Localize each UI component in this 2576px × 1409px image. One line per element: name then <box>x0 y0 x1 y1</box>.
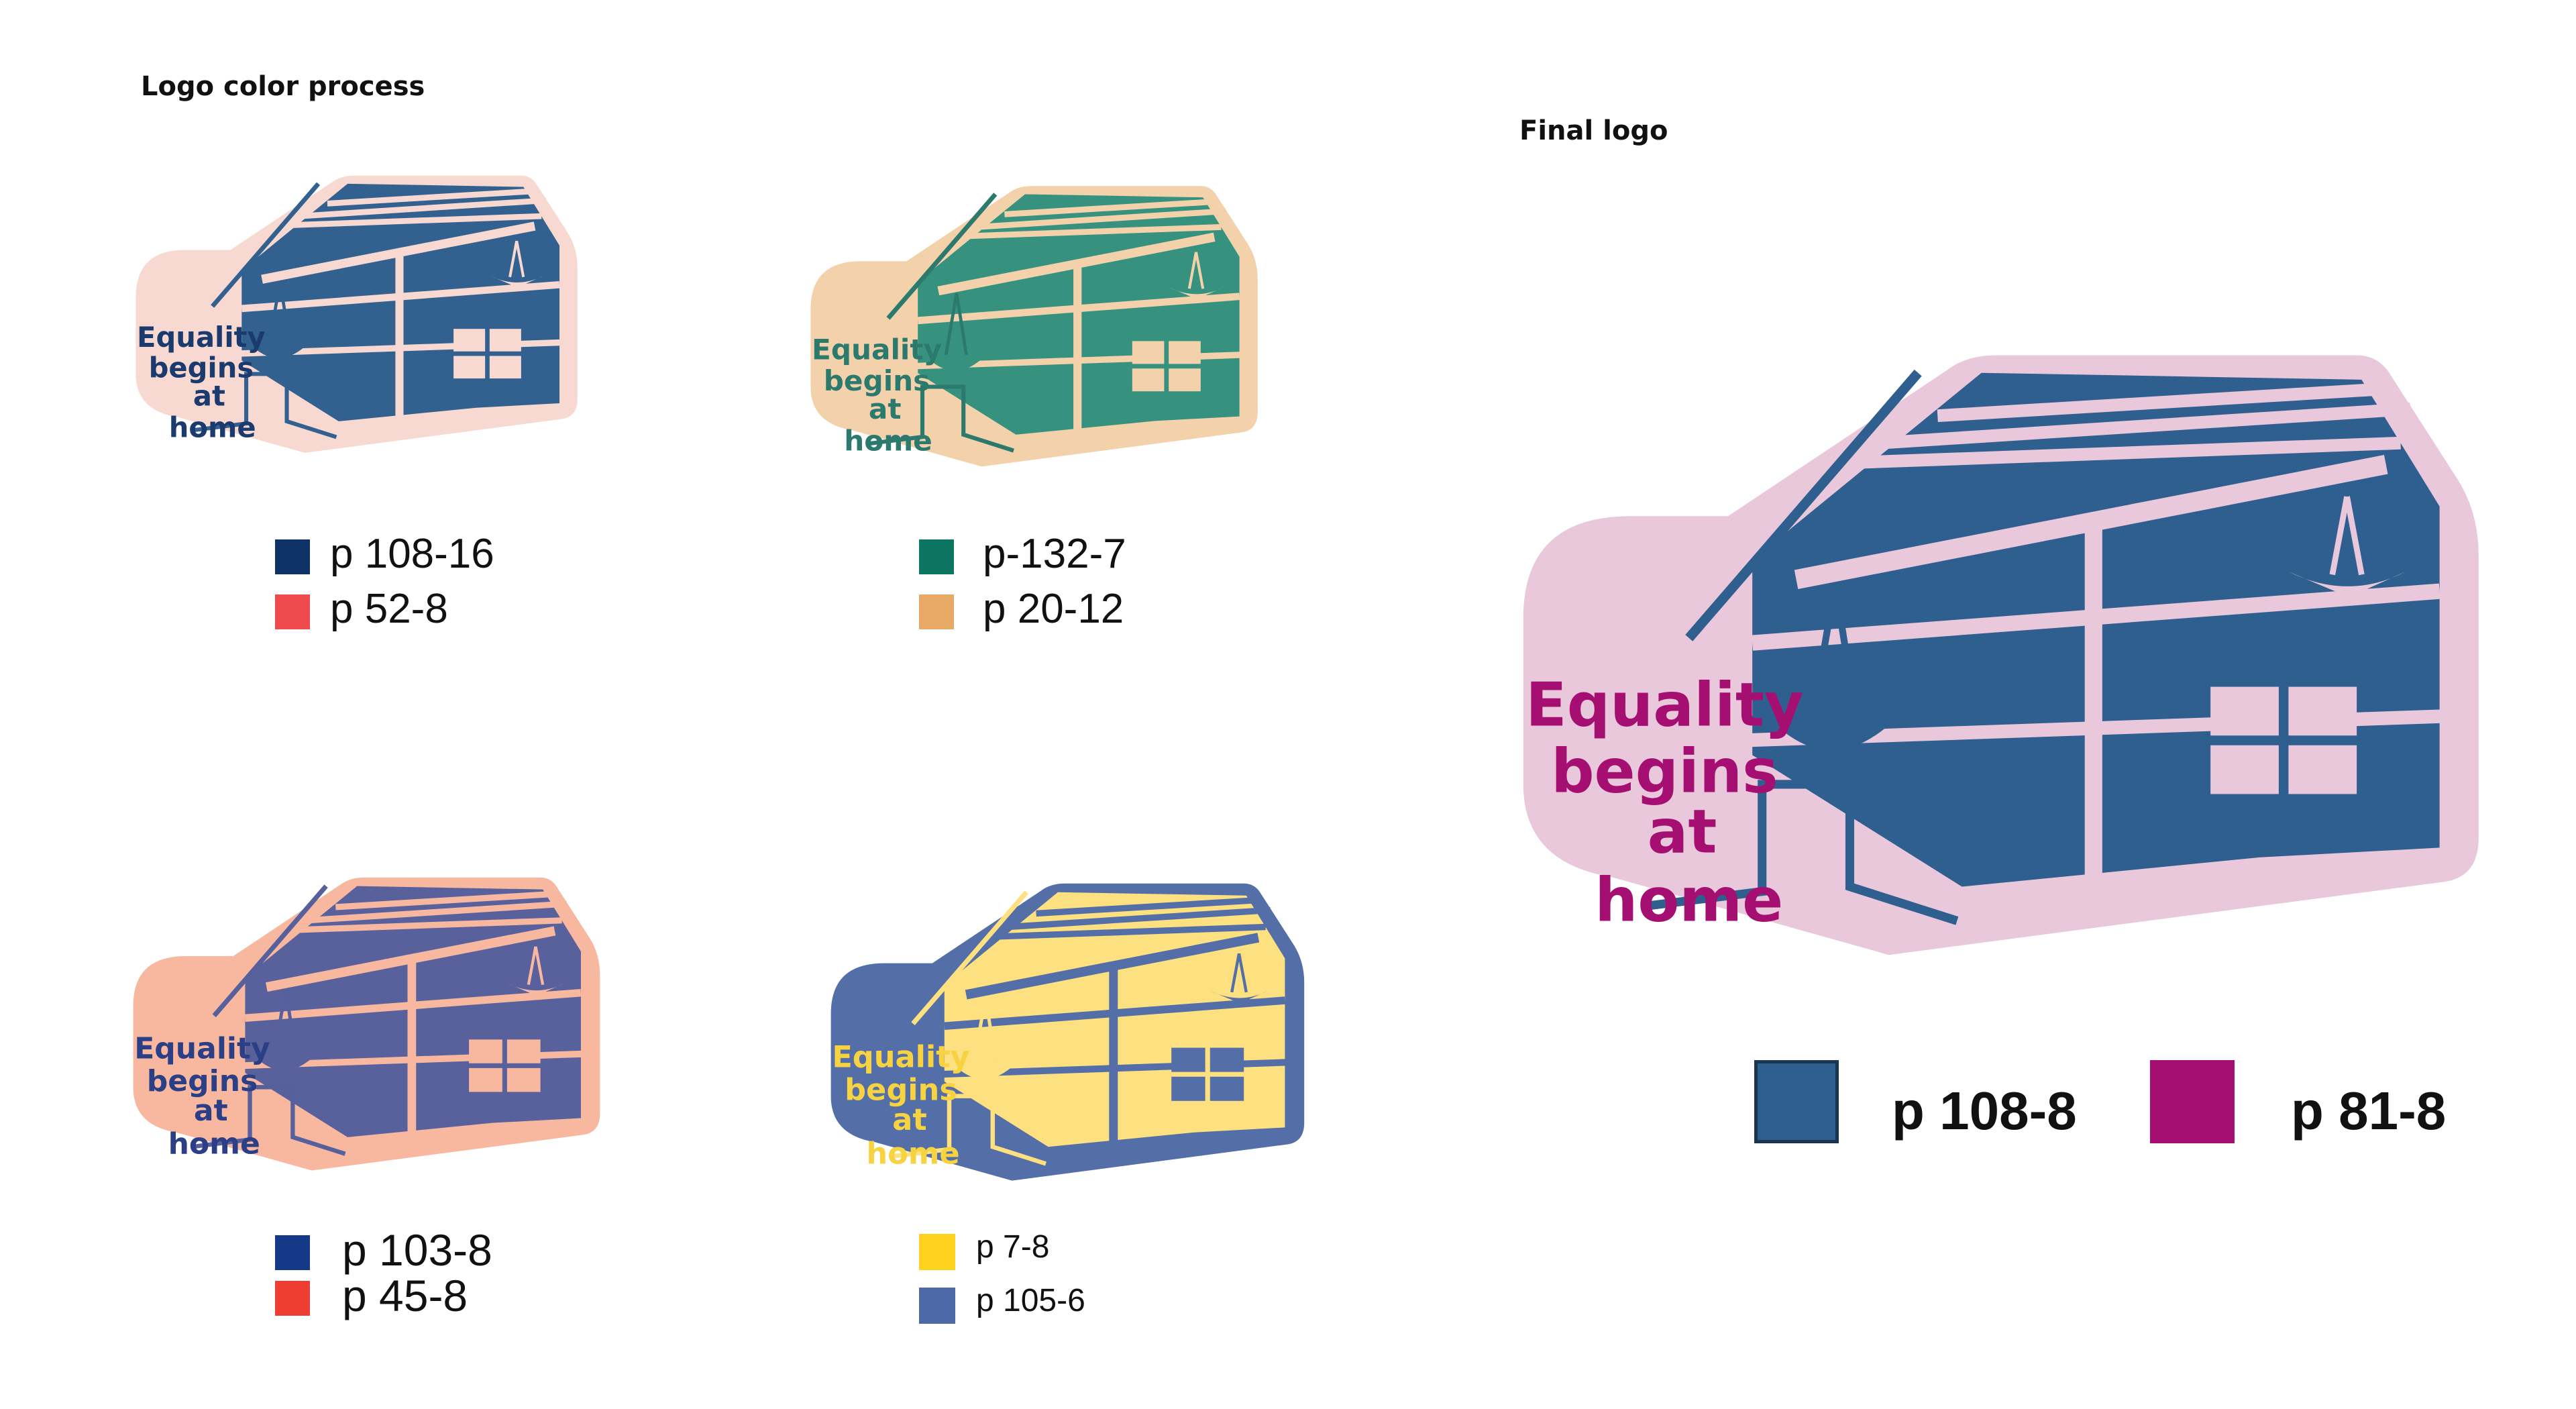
scale-right-icon <box>1210 953 1269 1004</box>
logo-motto: Equality begins at home <box>812 333 942 458</box>
legend-item: p 20-12 <box>919 588 1187 630</box>
legend-item: p 105-6 <box>919 1283 1187 1324</box>
roof-edge-line <box>212 884 328 1018</box>
roof-stripes <box>294 891 567 933</box>
logo-motto: Equality begins at home <box>134 1032 270 1161</box>
legend-item: p 81-8 <box>2150 1060 2499 1147</box>
scale-left-icon <box>951 996 1017 1080</box>
logo-variant-3: Equality begins at home <box>131 871 607 1180</box>
motto-line-4: home <box>1595 865 1783 935</box>
motto-line-2: begins <box>1551 737 1778 807</box>
legend-variant-1: p 108-16 p 52-8 <box>275 533 543 647</box>
color-swatch <box>275 594 310 629</box>
roof-edge-line <box>211 182 321 308</box>
motto-line-3: at <box>1648 797 1717 868</box>
color-swatch <box>919 594 954 629</box>
door-outline <box>891 1094 1046 1166</box>
legend-item: p 45-8 <box>275 1273 543 1318</box>
house-window <box>1170 1047 1245 1102</box>
pantone-code-label: p 81-8 <box>2291 1081 2447 1141</box>
color-swatch <box>1754 1060 1839 1143</box>
roof-edge-line <box>1685 369 1922 641</box>
pantone-code-label: p 7-8 <box>976 1229 1050 1265</box>
logo-motto: Equality begins at home <box>1525 670 1803 936</box>
scale-left-icon <box>924 293 987 371</box>
color-swatch <box>275 1235 310 1270</box>
door-outline <box>1644 780 1959 925</box>
motto-line-1: Equality <box>137 321 266 354</box>
motto-line-1: Equality <box>134 1032 270 1066</box>
scale-right-icon <box>1169 252 1224 299</box>
color-swatch <box>275 539 310 574</box>
motto-line-2: begins <box>149 352 254 384</box>
scale-right-icon <box>506 946 565 996</box>
color-swatch <box>919 1234 955 1270</box>
roof-edge-line <box>886 193 998 320</box>
legend-variant-2: p-132-7 p 20-12 <box>919 533 1187 647</box>
motto-line-3: at <box>892 1102 926 1137</box>
door-outline <box>192 372 337 439</box>
pantone-code-label: p 105-6 <box>976 1283 1085 1318</box>
color-swatch <box>2150 1060 2235 1143</box>
logo-color-process-heading: Logo color process <box>141 71 425 102</box>
motto-line-1: Equality <box>812 333 942 366</box>
logo-motto: Equality begins at home <box>137 321 266 443</box>
pantone-code-label: p-132-7 <box>983 531 1126 577</box>
pantone-code-label: p 103-8 <box>342 1225 492 1275</box>
legend-item: p 108-8 <box>1754 1060 2103 1147</box>
final-logo: Equality begins at home <box>1516 346 2496 970</box>
roof-edge-line <box>911 890 1028 1025</box>
legend-item: p 52-8 <box>275 588 543 630</box>
motto-line-3: at <box>193 379 225 412</box>
door-outline <box>867 384 1014 453</box>
color-swatch <box>275 1281 310 1316</box>
logo-motto: Equality begins at home <box>832 1039 969 1171</box>
pantone-code-label: p 20-12 <box>983 586 1124 632</box>
motto-line-3: at <box>194 1094 228 1128</box>
roof-stripes <box>995 897 1271 940</box>
roof-stripes <box>965 199 1226 240</box>
scale-right-icon <box>2288 496 2406 597</box>
scale-left-icon <box>1766 584 1899 751</box>
house-window <box>468 1038 542 1093</box>
pantone-code-label: p 45-8 <box>342 1271 468 1320</box>
scale-right-icon <box>489 240 544 288</box>
legend-item: p-132-7 <box>919 533 1187 575</box>
legend-variant-4: p 7-8 p 105-6 <box>919 1231 1187 1339</box>
color-swatch <box>919 1288 955 1324</box>
house-window <box>1131 340 1202 393</box>
logo-variant-4: Equality begins at home <box>828 876 1311 1191</box>
scale-left-icon <box>248 281 310 358</box>
final-logo-heading: Final logo <box>1519 115 1668 146</box>
legend-final: p 108-8 p 81-8 <box>1754 1060 2492 1147</box>
motto-line-3: at <box>869 393 902 425</box>
legend-item: p 108-16 <box>275 533 543 575</box>
roof-stripes <box>1854 382 2411 469</box>
logo-variant-1: Equality begins at home <box>131 171 587 460</box>
logo-variant-2: Equality begins at home <box>808 180 1265 475</box>
house-window <box>2208 684 2359 796</box>
motto-line-4: home <box>168 1127 260 1161</box>
legend-item: p 7-8 <box>919 1229 1187 1270</box>
door-outline <box>192 1085 346 1156</box>
color-swatch <box>919 539 954 574</box>
pantone-code-label: p 108-16 <box>330 531 494 577</box>
motto-line-4: home <box>169 411 256 443</box>
legend-item: p 103-8 <box>275 1228 543 1272</box>
motto-line-4: home <box>844 425 932 458</box>
scale-left-icon <box>252 989 317 1071</box>
motto-line-2: begins <box>147 1064 258 1098</box>
legend-variant-3: p 103-8 p 45-8 <box>275 1228 543 1328</box>
motto-line-1: Equality <box>1525 670 1803 741</box>
motto-line-2: begins <box>845 1072 957 1107</box>
motto-line-2: begins <box>824 364 930 397</box>
roof-stripes <box>288 188 547 228</box>
pantone-code-label: p 108-8 <box>1892 1081 2077 1141</box>
motto-line-1: Equality <box>832 1039 969 1074</box>
motto-line-4: home <box>866 1136 959 1171</box>
pantone-code-label: p 52-8 <box>330 586 448 632</box>
house-window <box>452 327 523 380</box>
